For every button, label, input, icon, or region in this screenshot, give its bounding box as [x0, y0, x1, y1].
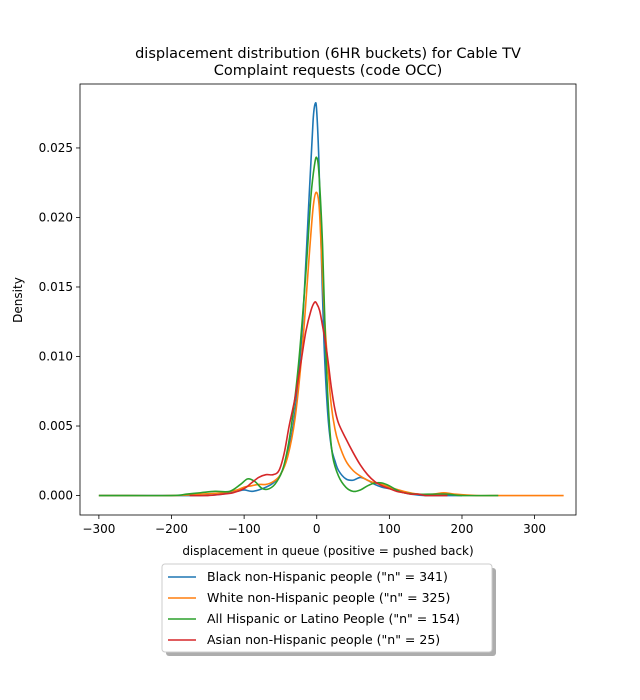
legend-label-4: Asian non-Hispanic people ("n" = 25)	[207, 632, 440, 647]
legend-label-2: White non-Hispanic people ("n" = 325)	[207, 590, 450, 605]
x-axis-ticks: −300 −200 −100 0 100 200 300	[82, 515, 546, 536]
chart-title-line-1: displacement distribution (6HR buckets) …	[135, 46, 521, 62]
x-axis-label: displacement in queue (positive = pushed…	[182, 544, 473, 558]
chart-title-line-2: Complaint requests (code OCC)	[214, 63, 443, 79]
chart-title: displacement distribution (6HR buckets) …	[135, 46, 521, 79]
legend: Black non-Hispanic people ("n" = 341) Whi…	[161, 563, 496, 656]
y-tick-label: 0.010	[39, 350, 73, 364]
plot-frame	[79, 83, 577, 516]
legend-label-3: All Hispanic or Latino People ("n" = 154…	[207, 611, 460, 626]
x-tick-label: −100	[228, 522, 261, 536]
y-tick-label: 0.020	[39, 210, 73, 224]
x-tick-label: 0	[313, 522, 321, 536]
y-tick-label: 0.005	[39, 419, 73, 433]
x-tick-label: 300	[523, 522, 546, 536]
x-tick-label: 100	[378, 522, 401, 536]
series-line-4	[189, 301, 448, 497]
plot-area: −300 −200 −100 0 100 200 300 0.0000.0050.0100.…	[39, 83, 577, 536]
series-line-3	[98, 156, 499, 497]
series-line-1	[98, 102, 462, 497]
series-lines	[98, 102, 564, 497]
y-axis-label-text: Density	[11, 277, 25, 323]
y-tick-label: 0.025	[39, 141, 73, 155]
legend-items: Black non-Hispanic people ("n" = 341) Whi…	[168, 569, 460, 647]
y-axis-ticks: 0.000 0.005 0.010 0.015 0.020 0.025	[39, 141, 80, 503]
y-tick-label: 0.015	[39, 280, 73, 294]
y-tick-label: 0.000	[39, 489, 73, 503]
legend-box	[161, 563, 493, 653]
x-tick-label: 200	[451, 522, 474, 536]
legend-label-1: Black non-Hispanic people ("n" = 341)	[207, 569, 448, 584]
x-tick-label: −200	[155, 522, 188, 536]
y-axis-label: Density	[11, 277, 25, 323]
x-tick-label: −300	[82, 522, 115, 536]
